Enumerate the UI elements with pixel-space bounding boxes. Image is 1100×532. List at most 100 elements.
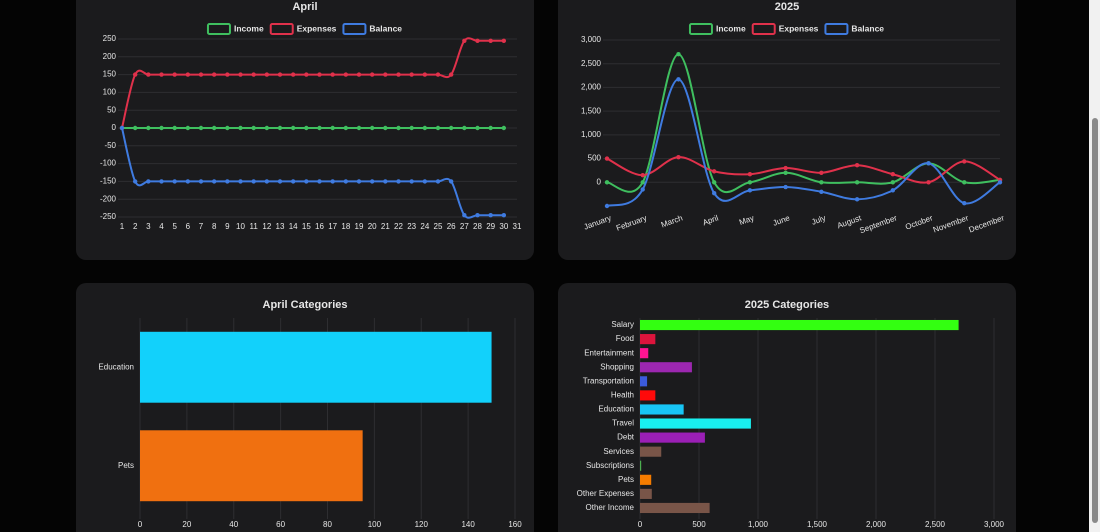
legend-swatch <box>824 23 849 35</box>
x-tick-label: 24 <box>420 222 429 231</box>
x-tick-label: 3,000 <box>984 520 1005 529</box>
point <box>383 72 388 77</box>
point <box>890 180 896 185</box>
point <box>290 179 296 184</box>
point <box>290 125 296 131</box>
chart-title: April Categories <box>263 299 348 311</box>
legend-swatch <box>269 23 294 35</box>
x-tick-label: 1,500 <box>807 520 828 529</box>
point <box>409 125 414 131</box>
y-tick-label: -100 <box>100 159 117 168</box>
y-tick-label: 2,500 <box>581 59 602 68</box>
point <box>711 169 717 174</box>
legend-label: Balance <box>851 23 884 33</box>
bar <box>640 362 692 373</box>
point <box>409 179 414 184</box>
x-tick-label: 22 <box>394 222 403 231</box>
point <box>304 179 309 184</box>
legend-swatch <box>206 23 231 35</box>
y-tick-label: 200 <box>103 52 117 61</box>
y-tick-label: 100 <box>103 88 117 97</box>
x-tick-label: 2,000 <box>866 520 887 529</box>
point <box>225 72 230 77</box>
point <box>317 125 322 131</box>
bar <box>640 418 751 429</box>
point <box>448 72 454 77</box>
point <box>711 180 717 185</box>
x-tick-label: 20 <box>368 222 377 231</box>
point <box>159 179 164 184</box>
point <box>488 213 493 218</box>
bar <box>140 331 492 403</box>
chart-title: 2025 <box>775 1 799 13</box>
point <box>225 179 230 184</box>
point <box>604 156 610 161</box>
point <box>422 72 428 77</box>
point <box>238 179 243 184</box>
bar <box>640 319 959 331</box>
point <box>146 179 151 184</box>
y-tick-label: -150 <box>100 177 117 186</box>
point <box>211 179 217 184</box>
x-tick-label: 13 <box>276 222 285 231</box>
x-tick-label: 21 <box>381 222 390 231</box>
point <box>317 179 322 184</box>
point <box>475 213 480 218</box>
y-tick-label: Other Income <box>586 503 635 512</box>
y-tick-label: Debt <box>617 433 635 442</box>
point <box>356 179 362 184</box>
x-tick-label: 5 <box>172 222 177 231</box>
x-tick-label: 7 <box>199 222 204 231</box>
point <box>146 125 151 131</box>
legend-label: Balance <box>369 23 402 33</box>
point <box>159 125 164 131</box>
point <box>962 200 967 206</box>
y-tick-label: Education <box>598 405 634 414</box>
point <box>783 184 788 190</box>
point <box>501 38 507 43</box>
point <box>277 179 283 184</box>
point <box>854 180 860 185</box>
x-tick-label: 10 <box>236 222 245 231</box>
point <box>640 187 645 192</box>
x-tick-label: 28 <box>473 222 482 231</box>
point <box>369 72 375 77</box>
point <box>604 180 610 185</box>
bar <box>640 334 656 345</box>
y-tick-label: Pets <box>618 475 634 484</box>
scrollbar-thumb[interactable] <box>1092 118 1098 523</box>
bar <box>640 432 705 443</box>
point <box>211 72 217 77</box>
y-tick-label: 250 <box>103 34 117 43</box>
point <box>264 125 270 131</box>
x-tick-label: 11 <box>250 222 259 231</box>
point <box>819 180 824 185</box>
chart-title: April <box>292 1 317 13</box>
point <box>330 125 335 131</box>
point <box>890 188 896 193</box>
point <box>475 38 480 43</box>
y-tick-label: Health <box>611 391 634 400</box>
point <box>238 125 243 131</box>
x-tick-label: 16 <box>315 222 324 231</box>
x-tick-label: 17 <box>328 222 337 231</box>
point <box>640 180 645 185</box>
y-tick-label: 1,500 <box>581 106 602 115</box>
point <box>304 125 309 131</box>
point <box>146 72 151 77</box>
point <box>747 188 753 193</box>
x-tick-label: 3 <box>146 222 151 231</box>
x-tick-label: 2 <box>133 222 138 231</box>
point <box>747 172 753 177</box>
y-tick-label: 50 <box>107 105 116 114</box>
bar <box>640 460 642 471</box>
y-tick-label: Pets <box>118 461 134 470</box>
x-tick-label: 15 <box>302 222 311 231</box>
point <box>159 72 164 77</box>
chart-title: 2025 Categories <box>745 299 829 311</box>
x-tick-label: 2,500 <box>925 520 946 529</box>
x-tick-label: 1 <box>120 222 125 231</box>
point <box>462 38 467 43</box>
point <box>747 180 753 185</box>
x-tick-label: 160 <box>508 520 522 529</box>
